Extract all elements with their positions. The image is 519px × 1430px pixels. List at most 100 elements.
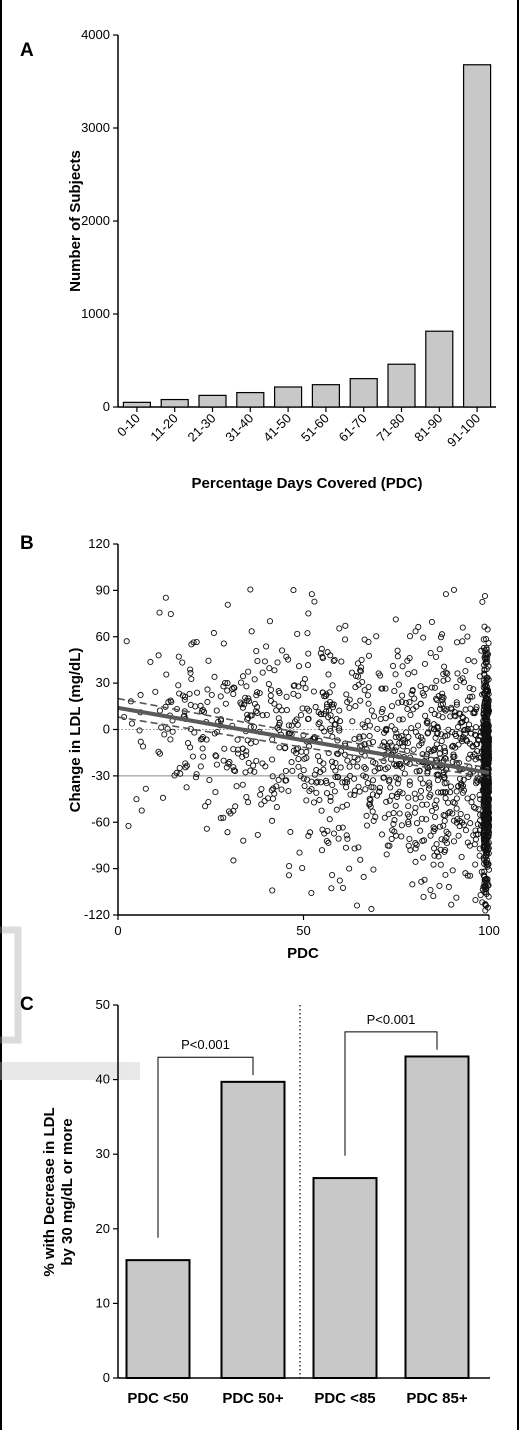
- y-tick-label-a: 0: [103, 399, 110, 414]
- scatter-point: [176, 764, 183, 771]
- scatter-point: [365, 683, 372, 691]
- scatter-point: [485, 729, 492, 737]
- scatter-point: [392, 671, 399, 678]
- scatter-point: [193, 639, 200, 646]
- scatter-point: [330, 657, 337, 665]
- scatter-point: [328, 885, 335, 892]
- scatter-point: [457, 810, 464, 818]
- bar-c: [125, 1259, 191, 1379]
- scatter-point: [238, 701, 245, 708]
- scatter-point: [369, 738, 376, 745]
- scatter-point: [351, 775, 358, 782]
- scatter-point: [477, 796, 484, 803]
- scatter-point: [269, 795, 276, 802]
- scatter-point: [200, 753, 207, 760]
- scatter-point: [402, 699, 409, 706]
- scatter-point: [431, 711, 438, 718]
- scatter-point: [300, 767, 307, 774]
- scatter-point: [336, 707, 343, 714]
- scatter-point: [443, 788, 450, 796]
- scatter-point: [419, 837, 426, 845]
- scatter-point: [406, 835, 413, 842]
- bar-a: [274, 386, 303, 408]
- scatter-point: [464, 813, 471, 820]
- scatter-point: [475, 806, 482, 813]
- scatter-point: [481, 868, 488, 875]
- scatter-point: [481, 592, 488, 600]
- scatter-point: [275, 715, 282, 722]
- scatter-point: [428, 684, 435, 691]
- scatter-point: [388, 723, 395, 730]
- scatter-point: [230, 764, 237, 771]
- scatter-point: [427, 791, 434, 798]
- scatter-point: [155, 748, 162, 755]
- scatter-point: [187, 669, 194, 676]
- scatter-point: [439, 714, 446, 721]
- scatter-point: [237, 679, 245, 686]
- y-tick-label-c: 20: [96, 1221, 110, 1236]
- scatter-point: [460, 776, 467, 783]
- scatter-point: [434, 771, 442, 778]
- panel-label-c: C: [20, 994, 34, 1015]
- scatter-point: [179, 659, 186, 666]
- scatter-point: [350, 758, 357, 765]
- scatter-point: [186, 690, 193, 697]
- scatter-point: [440, 822, 447, 829]
- scatter-point: [244, 737, 251, 744]
- scatter-point: [453, 788, 460, 795]
- scatter-point: [361, 687, 368, 694]
- scatter-point: [290, 682, 297, 689]
- scatter-point: [304, 662, 312, 669]
- scatter-point: [482, 659, 489, 666]
- scatter-point: [411, 695, 418, 702]
- scatter-point: [424, 770, 431, 777]
- scatter-point: [481, 722, 488, 729]
- scatter-point: [286, 862, 293, 870]
- scatter-point: [281, 745, 289, 752]
- scatter-point: [437, 701, 444, 709]
- scatter-point: [137, 738, 144, 745]
- scatter-point: [299, 865, 306, 872]
- scatter-point: [455, 759, 463, 766]
- scatter-point: [445, 830, 452, 837]
- frame-right-border: [517, 0, 519, 1430]
- scatter-point: [473, 704, 480, 711]
- scatter-point: [480, 717, 487, 724]
- scatter-point: [432, 734, 439, 741]
- scatter-point: [364, 692, 371, 699]
- scatter-point: [430, 861, 437, 868]
- scatter-point: [333, 716, 340, 723]
- scatter-point: [435, 853, 442, 860]
- scatter-point: [417, 700, 424, 708]
- scatter-point: [391, 817, 398, 824]
- scatter-point: [422, 685, 429, 693]
- scatter-point: [383, 851, 390, 858]
- x-tick-label-a: 81-90: [411, 411, 445, 445]
- scatter-point: [455, 832, 462, 839]
- scatter-point: [465, 656, 472, 664]
- x-tick-label-a: 51-60: [298, 411, 332, 445]
- scatter-point: [259, 712, 266, 719]
- scatter-point: [427, 886, 434, 894]
- scatter-point: [304, 630, 311, 637]
- scatter-point: [413, 768, 420, 775]
- scatter-point: [380, 739, 388, 746]
- scatter-point: [442, 795, 449, 802]
- scatter-point: [484, 706, 491, 713]
- scatter-point: [224, 829, 231, 836]
- scatter-point: [156, 609, 163, 616]
- scatter-point: [308, 889, 315, 896]
- scatter-point: [208, 691, 215, 698]
- scatter-point: [252, 708, 260, 715]
- scatter-point: [217, 716, 224, 723]
- scatter-point: [447, 783, 454, 790]
- scatter-point: [449, 810, 456, 817]
- scatter-point: [404, 705, 411, 713]
- scatter-point: [409, 881, 416, 888]
- scatter-point: [192, 774, 200, 781]
- scatter-point: [405, 803, 412, 810]
- scatter-point: [474, 748, 481, 755]
- scatter-points: [121, 586, 493, 914]
- x-axis-title-b: PDC: [287, 945, 319, 962]
- x-tick-label-a: 11-20: [147, 411, 180, 444]
